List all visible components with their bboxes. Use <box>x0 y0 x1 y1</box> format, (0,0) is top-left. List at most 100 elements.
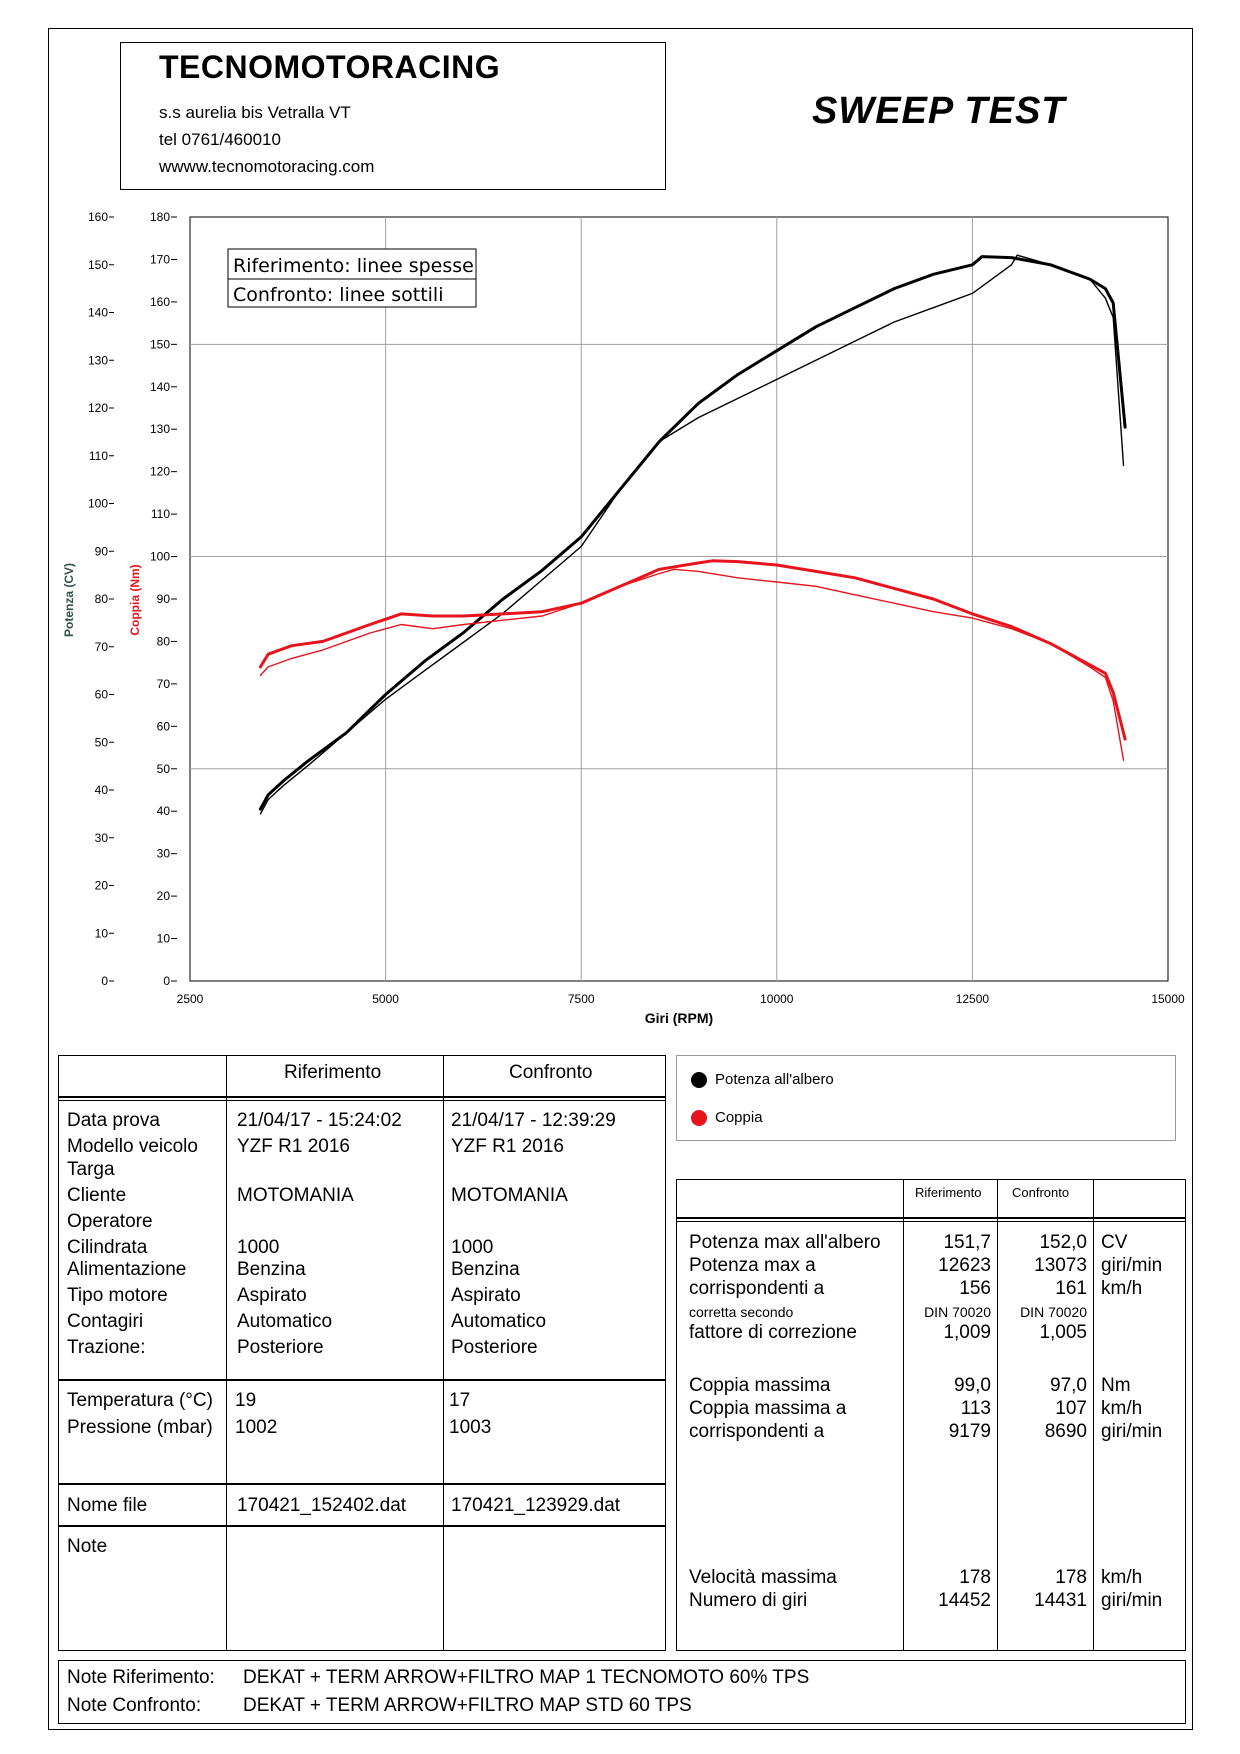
result-torque-speed-cmp: 107 <box>1055 1398 1087 1419</box>
result-correction-factor-label: fattore di correzione <box>689 1322 857 1343</box>
power-tick-label: 150 <box>88 258 108 272</box>
result-torque-max-ref: 99,0 <box>954 1375 991 1396</box>
torque-tick-label: 130 <box>150 422 170 436</box>
plot-area <box>189 216 1169 982</box>
torque-tick-label: 60 <box>157 719 171 733</box>
result-power-rpm-cmp: 13073 <box>1034 1255 1087 1276</box>
info-table: Riferimento Confronto Data prova 21/04/17… <box>58 1055 666 1651</box>
result-torque-rpm-cmp: 8690 <box>1044 1421 1087 1442</box>
result-max-speed-rpm-unit: giri/min <box>1101 1590 1163 1611</box>
info-label: Cliente <box>67 1185 127 1206</box>
power-reference-line <box>258 255 1127 811</box>
result-max-speed-rpm-ref: 14452 <box>938 1590 991 1611</box>
env-label: Pressione (mbar) <box>67 1417 213 1438</box>
result-max-speed-ref: 178 <box>959 1567 991 1588</box>
info-label: Contagiri <box>67 1311 144 1332</box>
result-torque-speed-unit: km/h <box>1101 1398 1143 1419</box>
note-reference-label: Note Riferimento: <box>67 1667 215 1688</box>
power-legend-marker <box>691 1072 707 1088</box>
note-label: Note <box>67 1536 108 1557</box>
power-legend-label: Potenza all'albero <box>715 1071 834 1088</box>
x-tick-label: 10000 <box>760 992 794 1006</box>
result-power-max-label: Potenza max all'albero <box>689 1232 881 1253</box>
torque-tick-label: 90 <box>157 592 171 606</box>
result-power-speed-cmp: 161 <box>1055 1278 1087 1299</box>
results-col-comparison: Confronto <box>1012 1185 1070 1200</box>
torque-legend-label: Coppia <box>715 1109 763 1126</box>
torque-tick-label: 150 <box>150 337 170 351</box>
info-ref: 1000 <box>237 1237 280 1258</box>
result-power-max-unit: CV <box>1101 1232 1128 1253</box>
info-col-comparison: Confronto <box>509 1062 593 1083</box>
info-label: Cilindrata <box>67 1237 148 1258</box>
notes-box: Note Riferimento: DEKAT + TERM ARROW+FIL… <box>58 1660 1186 1724</box>
torque-comparison-line <box>259 568 1125 761</box>
env-ref: 19 <box>235 1390 257 1411</box>
company-header: TECNOMOTORACING s.s aurelia bis Vetralla… <box>120 42 666 190</box>
company-website: wwww.tecnomotoracing.com <box>159 157 375 176</box>
info-label: Targa <box>67 1159 115 1180</box>
info-label: Modello veicolo <box>67 1136 198 1157</box>
x-tick-label: 12500 <box>956 992 990 1006</box>
info-ref: MOTOMANIA <box>237 1185 354 1206</box>
result-torque-rpm-unit: giri/min <box>1101 1421 1163 1442</box>
info-cmp: Aspirato <box>451 1285 521 1306</box>
test-title: SWEEP TEST <box>812 90 1066 132</box>
torque-tick-label: 80 <box>157 634 171 648</box>
info-col-reference: Riferimento <box>284 1062 382 1083</box>
result-power-rpm-unit: giri/min <box>1101 1255 1163 1276</box>
file-label: Nome file <box>67 1495 148 1516</box>
legend-comparison-text: Confronto: linee sottili <box>233 284 443 306</box>
company-phone: tel 0761/460010 <box>159 130 281 149</box>
info-ref: Posteriore <box>237 1337 324 1358</box>
torque-tick-label: 170 <box>150 252 170 266</box>
torque-tick-label: 140 <box>150 380 170 394</box>
result-max-speed-label: Velocità massima <box>689 1567 837 1588</box>
page-frame <box>48 28 1193 1730</box>
result-power-rpm-label: Potenza max a <box>689 1255 816 1276</box>
power-tick-label: 110 <box>89 449 108 463</box>
info-label: Tipo motore <box>67 1285 168 1306</box>
result-correction-norm-ref: DIN 70020 <box>924 1304 991 1320</box>
info-ref: Automatico <box>237 1311 333 1332</box>
note-comparison-text: DEKAT + TERM ARROW+FILTRO MAP STD 60 TPS <box>243 1695 692 1716</box>
torque-tick-label: 70 <box>157 677 171 691</box>
info-cmp: Benzina <box>451 1259 520 1280</box>
result-correction-factor-ref: 1,009 <box>943 1322 991 1343</box>
file-ref: 170421_152402.dat <box>237 1495 407 1516</box>
info-cmp: YZF R1 2016 <box>451 1136 564 1157</box>
power-tick-label: 30 <box>95 831 109 845</box>
torque-tick-label: 160 <box>150 295 170 309</box>
info-cmp: 1000 <box>451 1237 494 1258</box>
torque-tick-label: 100 <box>150 550 170 564</box>
power-tick-label: 50 <box>95 735 109 749</box>
power-tick-label: 130 <box>88 353 108 367</box>
power-tick-label: 100 <box>88 497 108 511</box>
power-tick-label: 140 <box>88 306 108 320</box>
info-cmp: Automatico <box>451 1311 547 1332</box>
info-label: Trazione: <box>67 1337 146 1358</box>
info-cmp: 21/04/17 - 12:39:29 <box>451 1110 616 1131</box>
power-tick-label: 20 <box>95 879 109 893</box>
result-power-speed-ref: 156 <box>959 1278 991 1299</box>
result-torque-max-label: Coppia massima <box>689 1375 831 1396</box>
note-reference-text: DEKAT + TERM ARROW+FILTRO MAP 1 TECNOMOT… <box>243 1667 810 1688</box>
x-tick-label: 7500 <box>568 992 595 1006</box>
result-power-max-ref: 151,7 <box>943 1232 991 1253</box>
info-label: Operatore <box>67 1211 153 1232</box>
result-correction-factor-cmp: 1,005 <box>1039 1322 1087 1343</box>
result-max-speed-rpm-cmp: 14431 <box>1034 1590 1087 1611</box>
chart-grid <box>190 217 1168 981</box>
x-tick-label: 2500 <box>177 992 204 1006</box>
info-cmp: MOTOMANIA <box>451 1185 568 1206</box>
power-comparison-line <box>259 254 1125 815</box>
torque-tick-label: 110 <box>151 507 170 521</box>
dyno-chart: 2500 5000 7500 10000 12500 15000 0 10 20 30 40 50 60… <box>62 210 1185 1026</box>
power-tick-label: 60 <box>95 688 109 702</box>
power-axis-label: Potenza (CV) <box>62 563 76 637</box>
power-tick-label: 160 <box>88 210 108 224</box>
result-torque-rpm-ref: 9179 <box>948 1421 991 1442</box>
torque-tick-label: 30 <box>157 847 171 861</box>
power-tick-label: 90 <box>95 544 109 558</box>
x-axis-label: Giri (RPM) <box>645 1010 713 1026</box>
